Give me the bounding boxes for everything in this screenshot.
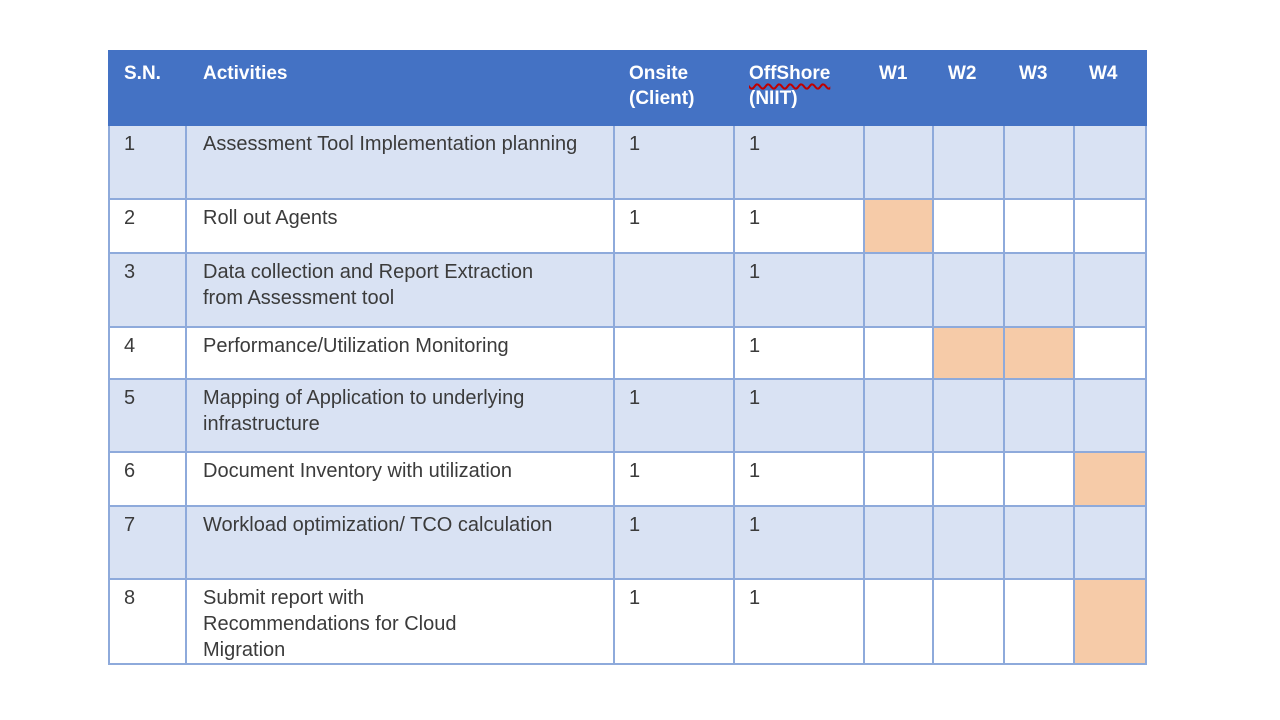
- offshore-cell: 1: [733, 451, 865, 507]
- activity-text: Assessment Tool Implementation planning: [203, 133, 578, 155]
- activity-cell: Data collection and Report Extraction fr…: [185, 252, 615, 328]
- week-w2-cell: [932, 378, 1005, 453]
- misspelled-word: OffShore: [749, 63, 831, 84]
- header-w1: W1: [863, 50, 934, 126]
- header-row: S.N. Activities Onsite (Client) OffShore…: [108, 50, 1147, 126]
- table-row: 6 Document Inventory with utilization 1 …: [108, 451, 1147, 507]
- header-activities: Activities: [185, 50, 615, 126]
- onsite-cell: 1: [613, 378, 735, 453]
- onsite-cell: 1: [613, 198, 735, 254]
- activity-text: Roll out Agents: [203, 207, 338, 229]
- week-w4-cell: [1073, 198, 1147, 254]
- activity-text: Document Inventory with utilization: [203, 460, 513, 482]
- week-w1-cell: [863, 252, 934, 328]
- activity-plan-table: S.N. Activities Onsite (Client) OffShore…: [108, 50, 1147, 665]
- offshore-cell: 1: [733, 326, 865, 380]
- table-row: 3 Data collection and Report Extraction …: [108, 252, 1147, 328]
- week-w4-cell: [1073, 124, 1147, 200]
- sn-cell: 5: [108, 378, 187, 453]
- week-w1-cell: [863, 198, 934, 254]
- activity-cell: Performance/Utilization Monitoring: [185, 326, 615, 380]
- week-w3-cell: [1003, 578, 1075, 665]
- header-w2: W2: [932, 50, 1005, 126]
- week-w1-cell: [863, 124, 934, 200]
- week-w3-cell: [1003, 326, 1075, 380]
- activity-cell: Document Inventory with utilization: [185, 451, 615, 507]
- offshore-cell: 1: [733, 252, 865, 328]
- onsite-cell: 1: [613, 124, 735, 200]
- week-w4-cell: [1073, 378, 1147, 453]
- offshore-org-label: (NIIT): [749, 88, 798, 109]
- week-w4-cell: [1073, 578, 1147, 665]
- table-row: 1 Assessment Tool Implementation plannin…: [108, 124, 1147, 200]
- week-w3-cell: [1003, 198, 1075, 254]
- table-body: 1 Assessment Tool Implementation plannin…: [108, 124, 1147, 665]
- table-row: 7 Workload optimization/ TCO calculation…: [108, 505, 1147, 580]
- activity-cell: Mapping of Application to underlying inf…: [185, 378, 615, 453]
- sn-cell: 8: [108, 578, 187, 665]
- table-row: 2 Roll out Agents 1 1: [108, 198, 1147, 254]
- week-w3-cell: [1003, 505, 1075, 580]
- week-w2-cell: [932, 578, 1005, 665]
- activity-cell: Workload optimization/ TCO calculation: [185, 505, 615, 580]
- activity-text: Mapping of Application to underlying inf…: [203, 387, 525, 435]
- week-w2-cell: [932, 198, 1005, 254]
- onsite-cell: [613, 326, 735, 380]
- week-w2-cell: [932, 326, 1005, 380]
- week-w4-cell: [1073, 252, 1147, 328]
- week-w3-cell: [1003, 124, 1075, 200]
- sn-cell: 7: [108, 505, 187, 580]
- table-row: 5 Mapping of Application to underlying i…: [108, 378, 1147, 453]
- header-offshore: OffShore (NIIT): [733, 50, 865, 126]
- week-w4-cell: [1073, 326, 1147, 380]
- onsite-cell: [613, 252, 735, 328]
- week-w3-cell: [1003, 252, 1075, 328]
- offshore-cell: 1: [733, 198, 865, 254]
- activity-cell: Roll out Agents: [185, 198, 615, 254]
- activity-text: Performance/Utilization Monitoring: [203, 335, 509, 357]
- week-w3-cell: [1003, 378, 1075, 453]
- offshore-cell: 1: [733, 505, 865, 580]
- week-w2-cell: [932, 124, 1005, 200]
- sn-cell: 2: [108, 198, 187, 254]
- activity-text: Submit report with Recommendations for C…: [203, 587, 457, 661]
- week-w2-cell: [932, 451, 1005, 507]
- offshore-cell: 1: [733, 378, 865, 453]
- sn-cell: 6: [108, 451, 187, 507]
- week-w3-cell: [1003, 451, 1075, 507]
- header-w3: W3: [1003, 50, 1075, 126]
- week-w2-cell: [932, 505, 1005, 580]
- offshore-cell: 1: [733, 578, 865, 665]
- week-w1-cell: [863, 505, 934, 580]
- activity-cell: Submit report with Recommendations for C…: [185, 578, 615, 665]
- week-w4-cell: [1073, 451, 1147, 507]
- activity-plan-table-wrap: S.N. Activities Onsite (Client) OffShore…: [108, 50, 1147, 665]
- sn-cell: 3: [108, 252, 187, 328]
- header-sn: S.N.: [108, 50, 187, 126]
- week-w1-cell: [863, 378, 934, 453]
- week-w2-cell: [932, 252, 1005, 328]
- week-w1-cell: [863, 451, 934, 507]
- onsite-cell: 1: [613, 505, 735, 580]
- week-w4-cell: [1073, 505, 1147, 580]
- table-row: 8 Submit report with Recommendations for…: [108, 578, 1147, 665]
- onsite-cell: 1: [613, 451, 735, 507]
- activity-text: Data collection and Report Extraction fr…: [203, 261, 534, 309]
- week-w1-cell: [863, 326, 934, 380]
- offshore-cell: 1: [733, 124, 865, 200]
- onsite-cell: 1: [613, 578, 735, 665]
- header-w4: W4: [1073, 50, 1147, 126]
- table-row: 4 Performance/Utilization Monitoring 1: [108, 326, 1147, 380]
- activity-cell: Assessment Tool Implementation planning: [185, 124, 615, 200]
- header-onsite: Onsite (Client): [613, 50, 735, 126]
- sn-cell: 4: [108, 326, 187, 380]
- table-header: S.N. Activities Onsite (Client) OffShore…: [108, 50, 1147, 126]
- activity-text: Workload optimization/ TCO calculation: [203, 514, 553, 536]
- sn-cell: 1: [108, 124, 187, 200]
- week-w1-cell: [863, 578, 934, 665]
